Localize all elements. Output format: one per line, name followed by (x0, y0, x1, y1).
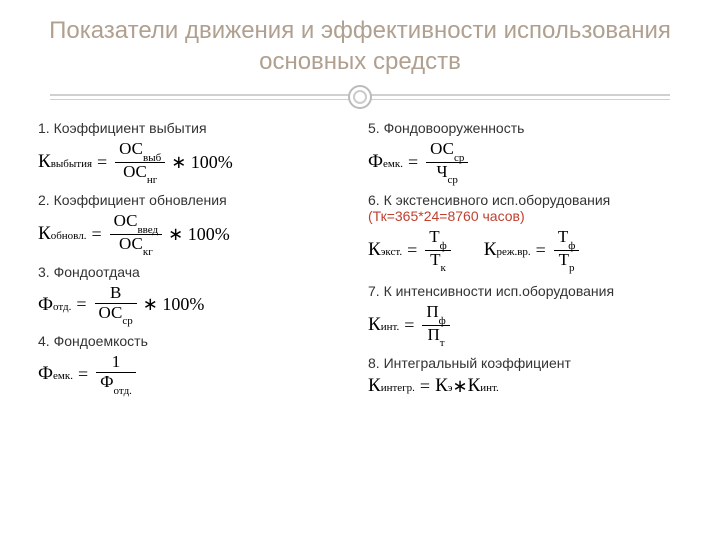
item-6-formula-b: Креж.вр. = Тф Тр (484, 228, 583, 272)
item-8-formula: Кинтегр. = Кэ ∗ Кинт. (368, 375, 682, 397)
item-3-title: 3. Фондоотдача (38, 264, 352, 280)
item-4-title: 4. Фондоемкость (38, 333, 352, 349)
item-3-formula: Фотд. = В ОСср ∗ 100% (38, 284, 352, 325)
item-5: 5. Фондовооруженность Фемк. = ОСср Чср (368, 120, 682, 184)
item-2-title: 2. Коэффициент обновления (38, 192, 352, 208)
item-2-formula: Кобновл. = ОСввед ОСкг ∗ 100% (38, 212, 352, 256)
item-1: 1. Коэффициент выбытия Квыбытия = ОСвыб … (38, 120, 352, 184)
item-6-formula-a: Кэкст. = Тф Тк (368, 228, 454, 272)
item-1-formula: Квыбытия = ОСвыб ОСнг ∗ 100% (38, 140, 352, 184)
item-5-title: 5. Фондовооруженность (368, 120, 682, 136)
slide-title: Показатели движения и эффективности испо… (0, 0, 720, 82)
item-7-title: 7. К интенсивности исп.оборудования (368, 283, 682, 299)
left-column: 1. Коэффициент выбытия Квыбытия = ОСвыб … (30, 120, 360, 405)
item-8-title: 8. Интегральный коэффициент (368, 355, 682, 371)
item-6-title: 6. К экстенсивного исп.оборудования (Тк=… (368, 192, 682, 224)
item-5-formula: Фемк. = ОСср Чср (368, 140, 682, 184)
item-1-title: 1. Коэффициент выбытия (38, 120, 352, 136)
divider (50, 82, 670, 112)
item-7-formula: Кинт. = Пф Пт (368, 303, 682, 347)
item-4: 4. Фондоемкость Фемк. = 1 Фотд. (38, 333, 352, 394)
item-2: 2. Коэффициент обновления Кобновл. = ОСв… (38, 192, 352, 256)
item-3: 3. Фондоотдача Фотд. = В ОСср ∗ 100% (38, 264, 352, 325)
item-6: 6. К экстенсивного исп.оборудования (Тк=… (368, 192, 682, 275)
item-7: 7. К интенсивности исп.оборудования Кинт… (368, 283, 682, 347)
content-area: 1. Коэффициент выбытия Квыбытия = ОСвыб … (0, 120, 720, 405)
item-8: 8. Интегральный коэффициент Кинтегр. = К… (368, 355, 682, 397)
right-column: 5. Фондовооруженность Фемк. = ОСср Чср 6… (360, 120, 690, 405)
item-4-formula: Фемк. = 1 Фотд. (38, 353, 352, 394)
